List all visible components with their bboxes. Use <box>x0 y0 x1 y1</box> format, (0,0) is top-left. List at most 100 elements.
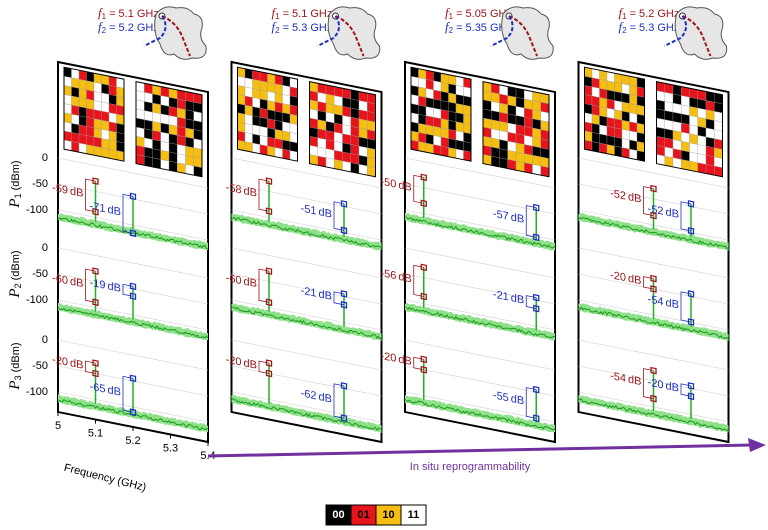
coding-cell <box>591 123 600 135</box>
peak-marker <box>92 207 99 216</box>
noise-line <box>231 397 382 432</box>
coding-cell <box>614 91 623 103</box>
legend-label: 11 <box>408 509 420 521</box>
power-index: 2 <box>13 283 23 288</box>
icon-arrow-blue <box>317 15 340 47</box>
coding-cell <box>71 123 80 135</box>
coding-cell <box>664 137 674 149</box>
pattern-frame <box>584 66 645 162</box>
coding-cell <box>664 128 674 140</box>
coding-cell <box>540 120 550 132</box>
coding-cell <box>101 110 110 122</box>
coding-cell <box>629 130 638 142</box>
contrast-label: -20 dB <box>52 354 83 372</box>
coding-cell <box>425 124 434 136</box>
grid-line <box>231 391 382 423</box>
coding-cell <box>237 103 246 115</box>
peak-marker <box>650 184 657 193</box>
coding-cell <box>116 123 125 135</box>
coding-cell <box>532 109 541 121</box>
coding-cell <box>540 138 550 150</box>
grid-line <box>231 183 382 215</box>
coding-cell <box>193 156 203 168</box>
freq-symbol: f <box>619 19 625 34</box>
coding-cell <box>636 104 645 116</box>
coding-cell <box>78 133 87 145</box>
coding-cell <box>160 95 170 107</box>
contrast-label: -56 dB <box>380 267 411 285</box>
coding-cell <box>629 139 638 151</box>
coding-cell <box>152 148 161 160</box>
peak-marker <box>420 355 427 364</box>
coding-cell <box>448 83 457 95</box>
legend-label: 10 <box>382 509 394 521</box>
coding-cell <box>259 80 268 92</box>
coding-cell <box>108 94 117 106</box>
y-tick-label: -100 <box>26 204 48 216</box>
freq-value: 5.3 <box>292 22 307 34</box>
coding-cell <box>410 121 419 133</box>
freq-value: 5.2 <box>119 22 134 34</box>
coding-cell <box>367 156 376 168</box>
contrast-label: -52 dB <box>648 203 679 221</box>
coding-cell <box>185 136 194 148</box>
coding-cell <box>507 113 517 125</box>
coding-cell <box>463 86 472 98</box>
pattern-frame <box>482 81 550 178</box>
coding-cell <box>532 155 541 167</box>
contrast-bracket <box>85 178 96 213</box>
y-tick-label: -50 <box>32 268 48 280</box>
coding-cell <box>672 112 682 124</box>
coding-cell <box>259 107 268 119</box>
coding-cell <box>532 118 541 130</box>
coding-cell <box>455 130 464 142</box>
contrast-unit: dB <box>398 179 411 194</box>
coding-cell <box>244 95 253 107</box>
coding-cell <box>664 101 674 113</box>
coding-cell <box>168 142 178 154</box>
coding-cell <box>252 88 261 100</box>
coding-cell <box>350 126 360 138</box>
contrast-label: -21 dB <box>301 285 332 303</box>
coding-cell <box>433 98 442 110</box>
noise-line <box>404 306 556 338</box>
coding-cell <box>177 126 186 138</box>
coding-cell <box>540 156 550 168</box>
coding-cell <box>606 117 615 129</box>
peak-marker <box>265 298 273 307</box>
coding-cell <box>252 133 261 145</box>
peak-marker <box>687 200 695 208</box>
coding-cell <box>584 130 593 142</box>
coding-cell <box>440 136 449 148</box>
y-tick-label: -50 <box>32 360 48 372</box>
freq-symbol: f <box>98 5 104 20</box>
coding-cell <box>63 85 72 97</box>
coding-cell <box>664 146 674 158</box>
peak-marker <box>687 290 695 298</box>
y-tick-label: -50 <box>32 178 48 190</box>
coding-cell <box>71 132 80 144</box>
coding-cell <box>108 130 117 142</box>
peak-marker <box>420 199 427 208</box>
freq-index: 2 <box>449 26 454 35</box>
coding-cell <box>160 141 170 153</box>
contrast-value: -57 <box>493 208 509 223</box>
noise-line <box>57 306 209 339</box>
grid-line <box>578 339 729 371</box>
contrast-value: -20 <box>380 350 396 365</box>
coding-cell <box>289 95 298 107</box>
coding-cell <box>681 95 690 107</box>
coding-cell <box>532 127 541 139</box>
coding-cell <box>101 101 110 113</box>
coding-cell <box>540 111 550 123</box>
coding-cell <box>532 136 541 148</box>
coding-cell <box>93 100 102 112</box>
grid-line <box>231 299 382 331</box>
coding-cell <box>714 147 723 159</box>
contrast-value: -20 <box>610 269 626 284</box>
coding-cell <box>193 102 203 114</box>
contrast-unit: dB <box>70 185 83 200</box>
coding-cell <box>606 135 615 147</box>
coding-cell <box>63 112 72 124</box>
freq-unit: GHz <box>310 22 332 34</box>
